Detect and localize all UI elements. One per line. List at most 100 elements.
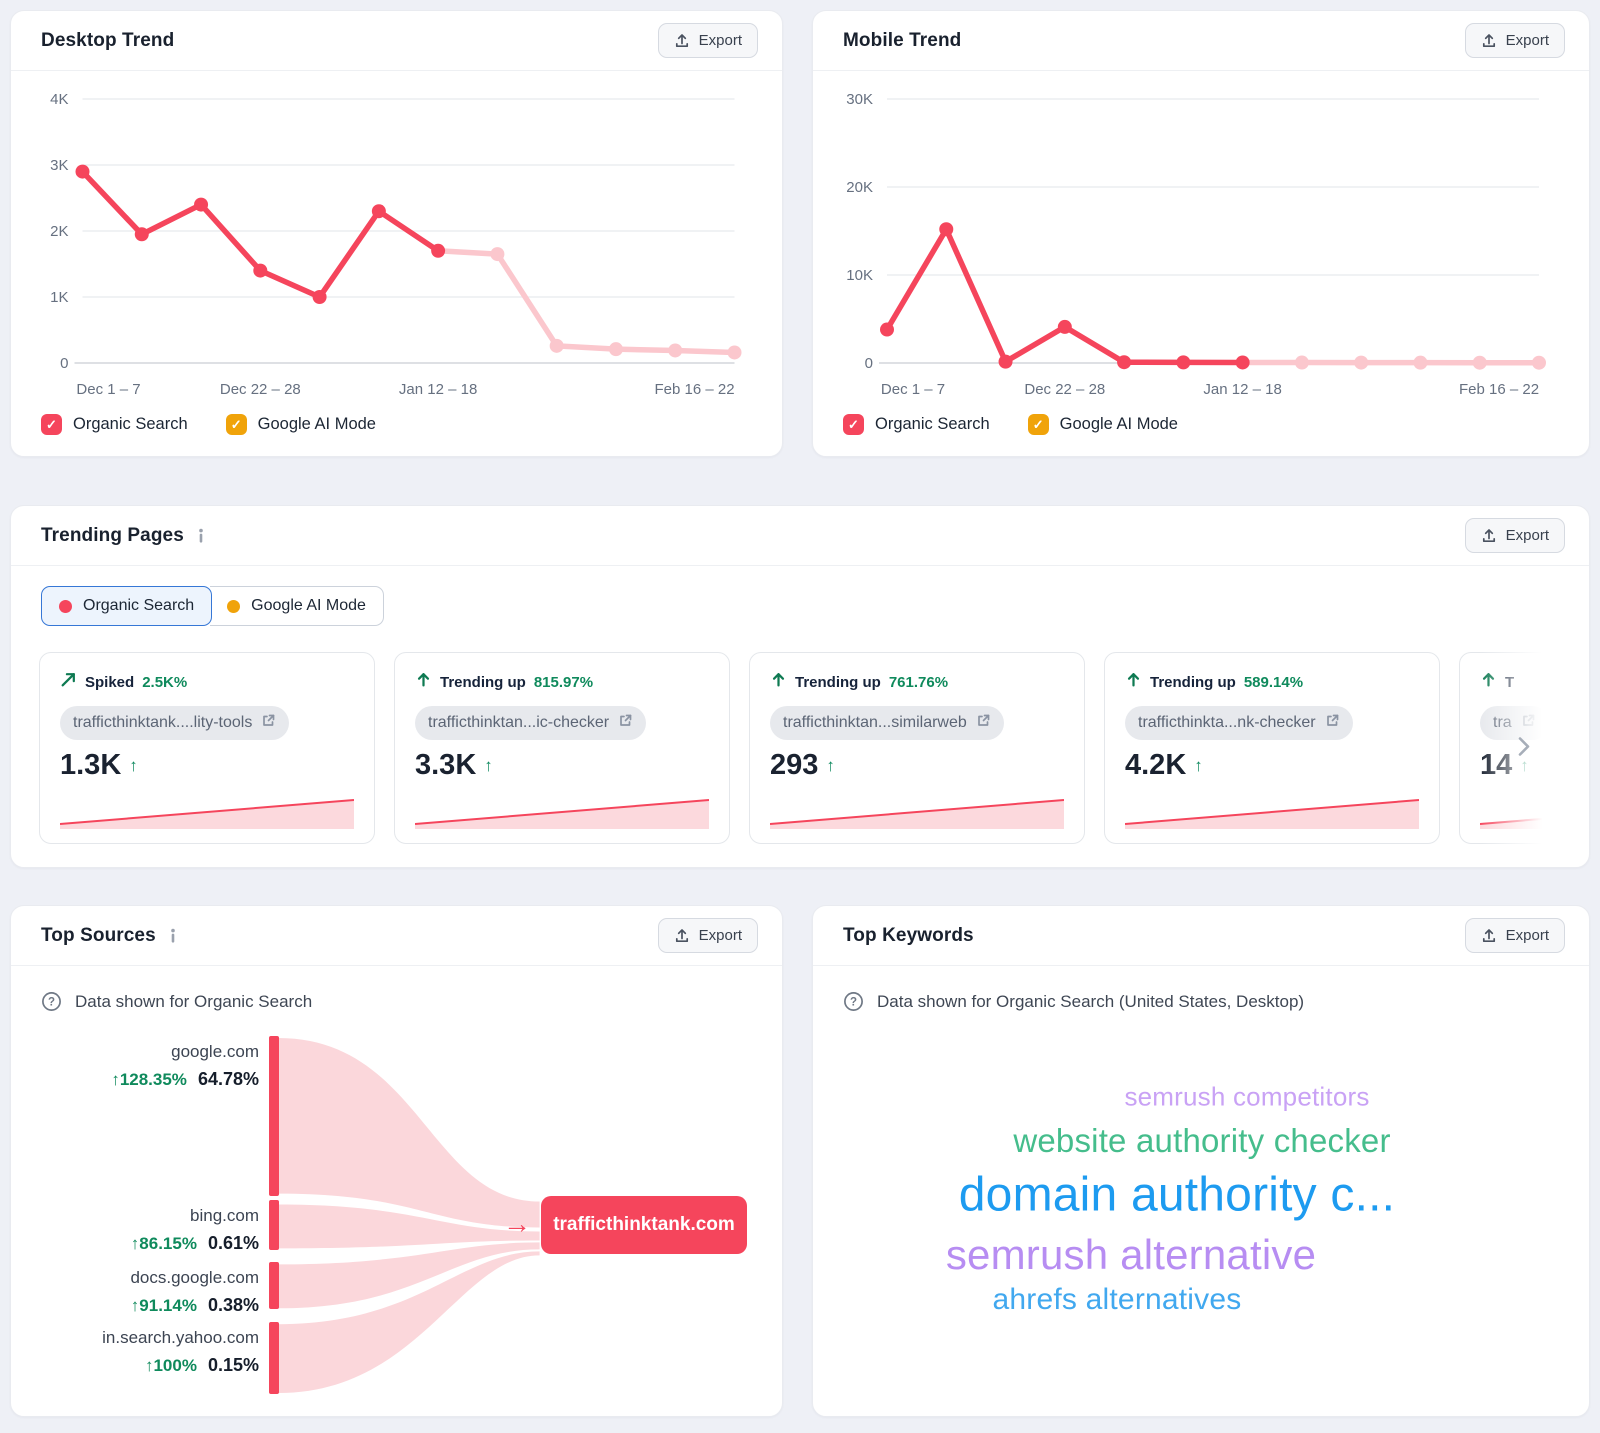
x-axis-tick: Jan 12 – 18	[1203, 381, 1281, 398]
source-share: 0.15%	[207, 1355, 259, 1375]
source-domain: bing.com	[190, 1206, 259, 1225]
data-point[interactable]	[134, 227, 149, 242]
filter-label: Organic Search	[83, 597, 195, 614]
traffic-value: 3.3K	[415, 749, 477, 781]
x-axis-tick: Dec 22 – 28	[220, 381, 301, 398]
info-icon[interactable]	[194, 528, 208, 543]
data-point[interactable]	[727, 345, 742, 360]
legend-checkbox[interactable]: ✓	[1027, 414, 1049, 435]
trend-badge: T	[1505, 673, 1515, 691]
data-point[interactable]	[253, 263, 268, 278]
data-point[interactable]	[490, 247, 505, 262]
export-button[interactable]: Export	[657, 918, 758, 953]
source-bar	[269, 1036, 279, 1196]
data-point[interactable]	[1176, 355, 1191, 370]
export-label: Export	[698, 32, 742, 49]
keyword-cloud-term[interactable]: ahrefs alternatives	[992, 1283, 1242, 1316]
data-point[interactable]	[75, 164, 90, 179]
data-point[interactable]	[939, 222, 954, 237]
trending-pages-card: Trending Pages Export Organic Search Goog…	[10, 505, 1590, 868]
filter-organic-search[interactable]: Organic Search	[41, 586, 213, 626]
data-point[interactable]	[1532, 355, 1546, 370]
export-icon	[1481, 928, 1497, 944]
mobile-trend-title: Mobile Trend	[843, 29, 962, 51]
data-point[interactable]	[1117, 355, 1132, 370]
legend-item: ✓ Google AI Mode	[1027, 414, 1178, 435]
question-circle-icon[interactable]: ?	[843, 991, 864, 1012]
keyword-cloud-term[interactable]: semrush competitors	[1124, 1081, 1370, 1112]
sparkline	[60, 799, 354, 829]
trending-pages-title: Trending Pages	[41, 524, 184, 546]
trending-page-card[interactable]: Trending up 815.97% trafficthinktan...ic-c…	[394, 652, 730, 844]
external-link-icon	[618, 713, 633, 733]
info-icon[interactable]	[166, 928, 180, 943]
data-point[interactable]	[998, 354, 1013, 369]
y-axis-tick: 3K	[50, 157, 68, 174]
trend-percent: 2.5K%	[142, 673, 188, 691]
next-cards-button[interactable]	[1513, 731, 1535, 766]
trending-page-card[interactable]: Spiked 2.5K% trafficthinktank....lity-tool…	[39, 652, 375, 844]
trending-page-card[interactable]: Trending up 589.14% trafficthinkta...nk-ch…	[1104, 652, 1440, 844]
source-share: 64.78%	[197, 1069, 259, 1089]
data-scope-text: Data shown for Organic Search	[75, 991, 313, 1011]
target-domain-node[interactable]: trafficthinktank.com	[541, 1196, 747, 1254]
keyword-cloud-term[interactable]: website authority checker	[1013, 1122, 1391, 1159]
legend-checkbox[interactable]: ✓	[843, 414, 864, 435]
top-sources-sankey: google.com ↑128.35% 64.78% bing.com ↑86.15% 0…	[11, 1028, 782, 1416]
trend-line	[884, 226, 1246, 366]
source-bar	[269, 1200, 279, 1250]
external-link-icon	[261, 713, 276, 733]
legend-checkbox[interactable]: ✓	[225, 414, 247, 435]
data-point[interactable]	[1413, 355, 1428, 370]
mobile-trend-card: Mobile Trend Export 0 10K 20K 30K Dec 1 – 7 D…	[812, 10, 1590, 457]
data-point[interactable]	[880, 322, 894, 337]
filter-google-ai-mode[interactable]: Google AI Mode	[210, 586, 384, 626]
data-point[interactable]	[312, 290, 327, 304]
export-button[interactable]: Export	[1464, 518, 1565, 553]
x-axis-tick: Feb 16 – 22	[654, 381, 734, 398]
export-button[interactable]: Export	[657, 23, 758, 58]
value-up-arrow-icon: ↑	[826, 755, 835, 775]
data-point[interactable]	[1057, 319, 1072, 334]
export-icon	[674, 33, 690, 49]
page-url-pill[interactable]: trafficthinktank....lity-tools	[60, 706, 290, 740]
data-point[interactable]	[1472, 355, 1487, 370]
page-url-pill[interactable]: trafficthinktan...ic-checker	[415, 706, 647, 740]
export-button[interactable]: Export	[1464, 23, 1565, 58]
legend-item: ✓ Organic Search	[843, 414, 990, 435]
export-label: Export	[698, 927, 742, 944]
keyword-cloud-term[interactable]: semrush alternative	[945, 1231, 1317, 1278]
data-point[interactable]	[549, 338, 564, 353]
data-point[interactable]	[431, 243, 446, 258]
mobile-trend-header: Mobile Trend Export	[813, 11, 1589, 71]
x-axis-tick: Dec 22 – 28	[1024, 381, 1105, 398]
data-point[interactable]	[668, 343, 683, 358]
data-scope-text: Data shown for Organic Search (United St…	[877, 991, 1305, 1011]
external-link-icon	[1325, 713, 1340, 733]
data-point[interactable]	[1354, 355, 1369, 370]
legend-checkbox[interactable]: ✓	[41, 414, 62, 435]
legend-item: ✓ Organic Search	[41, 414, 188, 435]
chevron-right-icon	[1517, 737, 1531, 762]
data-point[interactable]	[371, 204, 386, 219]
value-up-arrow-icon: ↑	[484, 755, 493, 775]
page-url-text: trafficthinktan...similarweb	[783, 714, 967, 731]
page-url-pill[interactable]: trafficthinkta...nk-checker	[1125, 706, 1353, 740]
page-url-pill[interactable]: trafficthinktan...similarweb	[770, 706, 1004, 740]
source-share: 0.38%	[207, 1295, 259, 1315]
trending-page-card[interactable]: Trending up 761.76% trafficthinktan...simi…	[749, 652, 1085, 844]
source-change: ↑86.15%	[130, 1234, 197, 1253]
data-point[interactable]	[194, 197, 209, 212]
question-circle-icon[interactable]: ?	[41, 991, 62, 1012]
export-button[interactable]: Export	[1464, 918, 1565, 953]
export-label: Export	[1505, 927, 1549, 944]
x-axis-tick: Dec 1 – 7	[881, 381, 945, 398]
data-point[interactable]	[608, 342, 623, 357]
data-point[interactable]	[1294, 355, 1309, 370]
top-keywords-header: Top Keywords Export	[813, 906, 1589, 966]
keyword-cloud-term[interactable]: domain authority c...	[958, 1168, 1396, 1222]
value-up-arrow-icon: ↑	[129, 755, 138, 775]
data-point[interactable]	[1235, 355, 1250, 370]
trend-line-forecast	[435, 248, 738, 356]
